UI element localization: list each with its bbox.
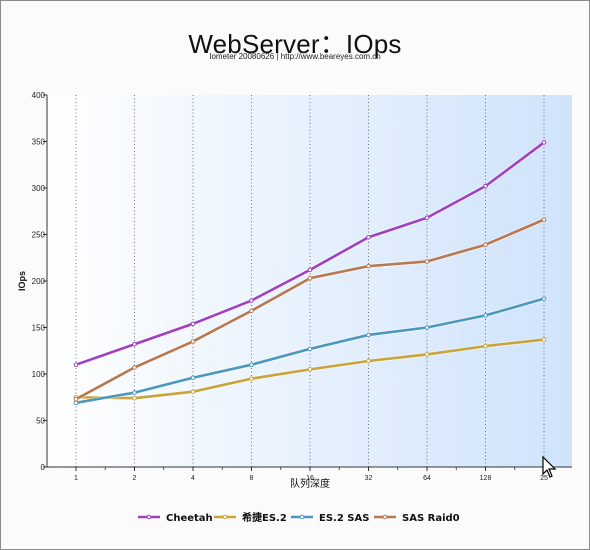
data-point-es-2-sas-2 (132, 390, 137, 395)
x-tick-label-1: 1 (74, 475, 78, 482)
x-tick-label-32: 32 (365, 475, 373, 482)
x-tick-label-128: 128 (480, 475, 492, 482)
x-tick-label-4: 4 (191, 475, 195, 482)
data-point-es-2-sas-64 (424, 325, 430, 330)
legend-label-cheetah: Cheetah (166, 513, 213, 524)
legend-marker-cheetah (146, 514, 152, 520)
y-tick-label-250: 250 (32, 231, 46, 240)
data-point-es-2-sas-1 (73, 400, 79, 406)
data-point-cheetah-1 (73, 362, 79, 368)
x-tick-label-64: 64 (423, 475, 431, 482)
legend-label-es-2-sas: ES.2 SAS (319, 513, 369, 524)
data-point--es-2-4 (190, 389, 196, 394)
chart-title: WebServer：IOps (188, 29, 402, 59)
data-point-cheetah-8 (249, 298, 254, 303)
chart-subtitle: Iometer 20080626 | http://www.beareyes.c… (209, 52, 381, 61)
legend-marker--es-2 (222, 514, 228, 520)
data-point-cheetah-64 (424, 215, 430, 221)
y-tick-label-300: 300 (32, 184, 46, 193)
x-axis-label: 队列深度 (290, 477, 330, 490)
data-point-cheetah-256 (541, 140, 547, 145)
data-point-sas-raid0-128 (483, 242, 488, 248)
data-point-sas-raid0-1 (73, 396, 79, 402)
x-tick-label-2: 2 (133, 475, 137, 482)
grid-lines (75, 95, 545, 467)
data-point-sas-raid0-64 (424, 259, 430, 264)
data-point-cheetah-128 (483, 183, 488, 189)
data-point--es-2-2 (132, 395, 137, 401)
data-point-cheetah-16 (307, 267, 313, 273)
data-point-cheetah-32 (366, 234, 371, 240)
y-tick-label-100: 100 (32, 370, 46, 379)
data-point-sas-raid0-256 (541, 217, 547, 222)
y-tick-label-50: 50 (36, 417, 45, 426)
x-tick-label-8: 8 (250, 475, 254, 482)
data-point--es-2-64 (424, 352, 430, 357)
legend-marker-es-2-sas (299, 514, 305, 520)
series-lines (73, 140, 547, 406)
data-point-cheetah-2 (132, 341, 137, 347)
mouse-cursor-icon (542, 456, 557, 478)
legend-label-sas-raid0: SAS Raid0 (402, 513, 460, 524)
data-point-es-2-sas-8 (249, 362, 254, 368)
x-tick-label-256: 25 (540, 475, 548, 482)
data-point-cheetah-4 (190, 321, 196, 327)
data-point--es-2-128 (483, 343, 488, 349)
y-tick-label-350: 350 (32, 138, 46, 147)
data-point-sas-raid0-4 (190, 339, 196, 344)
data-point-sas-raid0-16 (307, 275, 313, 281)
data-point-sas-raid0-8 (249, 308, 254, 314)
y-tick-label-400: 400 (32, 91, 46, 100)
data-point-es-2-sas-256 (541, 296, 547, 301)
y-axis-label: IOps (17, 271, 27, 291)
data-point-sas-raid0-32 (366, 263, 371, 269)
legend-marker-sas-raid0 (382, 514, 388, 520)
data-point-sas-raid0-2 (132, 365, 137, 370)
data-point-es-2-sas-16 (307, 346, 313, 352)
plot-area (47, 95, 572, 467)
data-point--es-2-8 (249, 376, 254, 381)
y-tick-label-200: 200 (32, 277, 46, 286)
legend-label--es-2: 希捷ES.2 (241, 511, 287, 524)
y-ticks: 0 50 100 150 200 250 300 350 400 (32, 91, 47, 472)
x-tick-label-16: 16 (306, 475, 314, 482)
data-point-es-2-sas-4 (190, 375, 196, 381)
y-tick-label-150: 150 (32, 324, 46, 333)
data-point--es-2-16 (307, 367, 313, 372)
data-point-es-2-sas-128 (483, 313, 488, 318)
data-point--es-2-256 (541, 337, 547, 342)
data-point--es-2-32 (366, 358, 371, 364)
data-point-es-2-sas-32 (366, 332, 371, 338)
legend: Cheetah 希捷ES.2 ES.2 SAS SAS Raid0 (138, 511, 460, 524)
x-ticks: 1 2 4 8 16 32 64 128 25 (74, 467, 548, 482)
y-tick-label-0: 0 (41, 463, 46, 472)
